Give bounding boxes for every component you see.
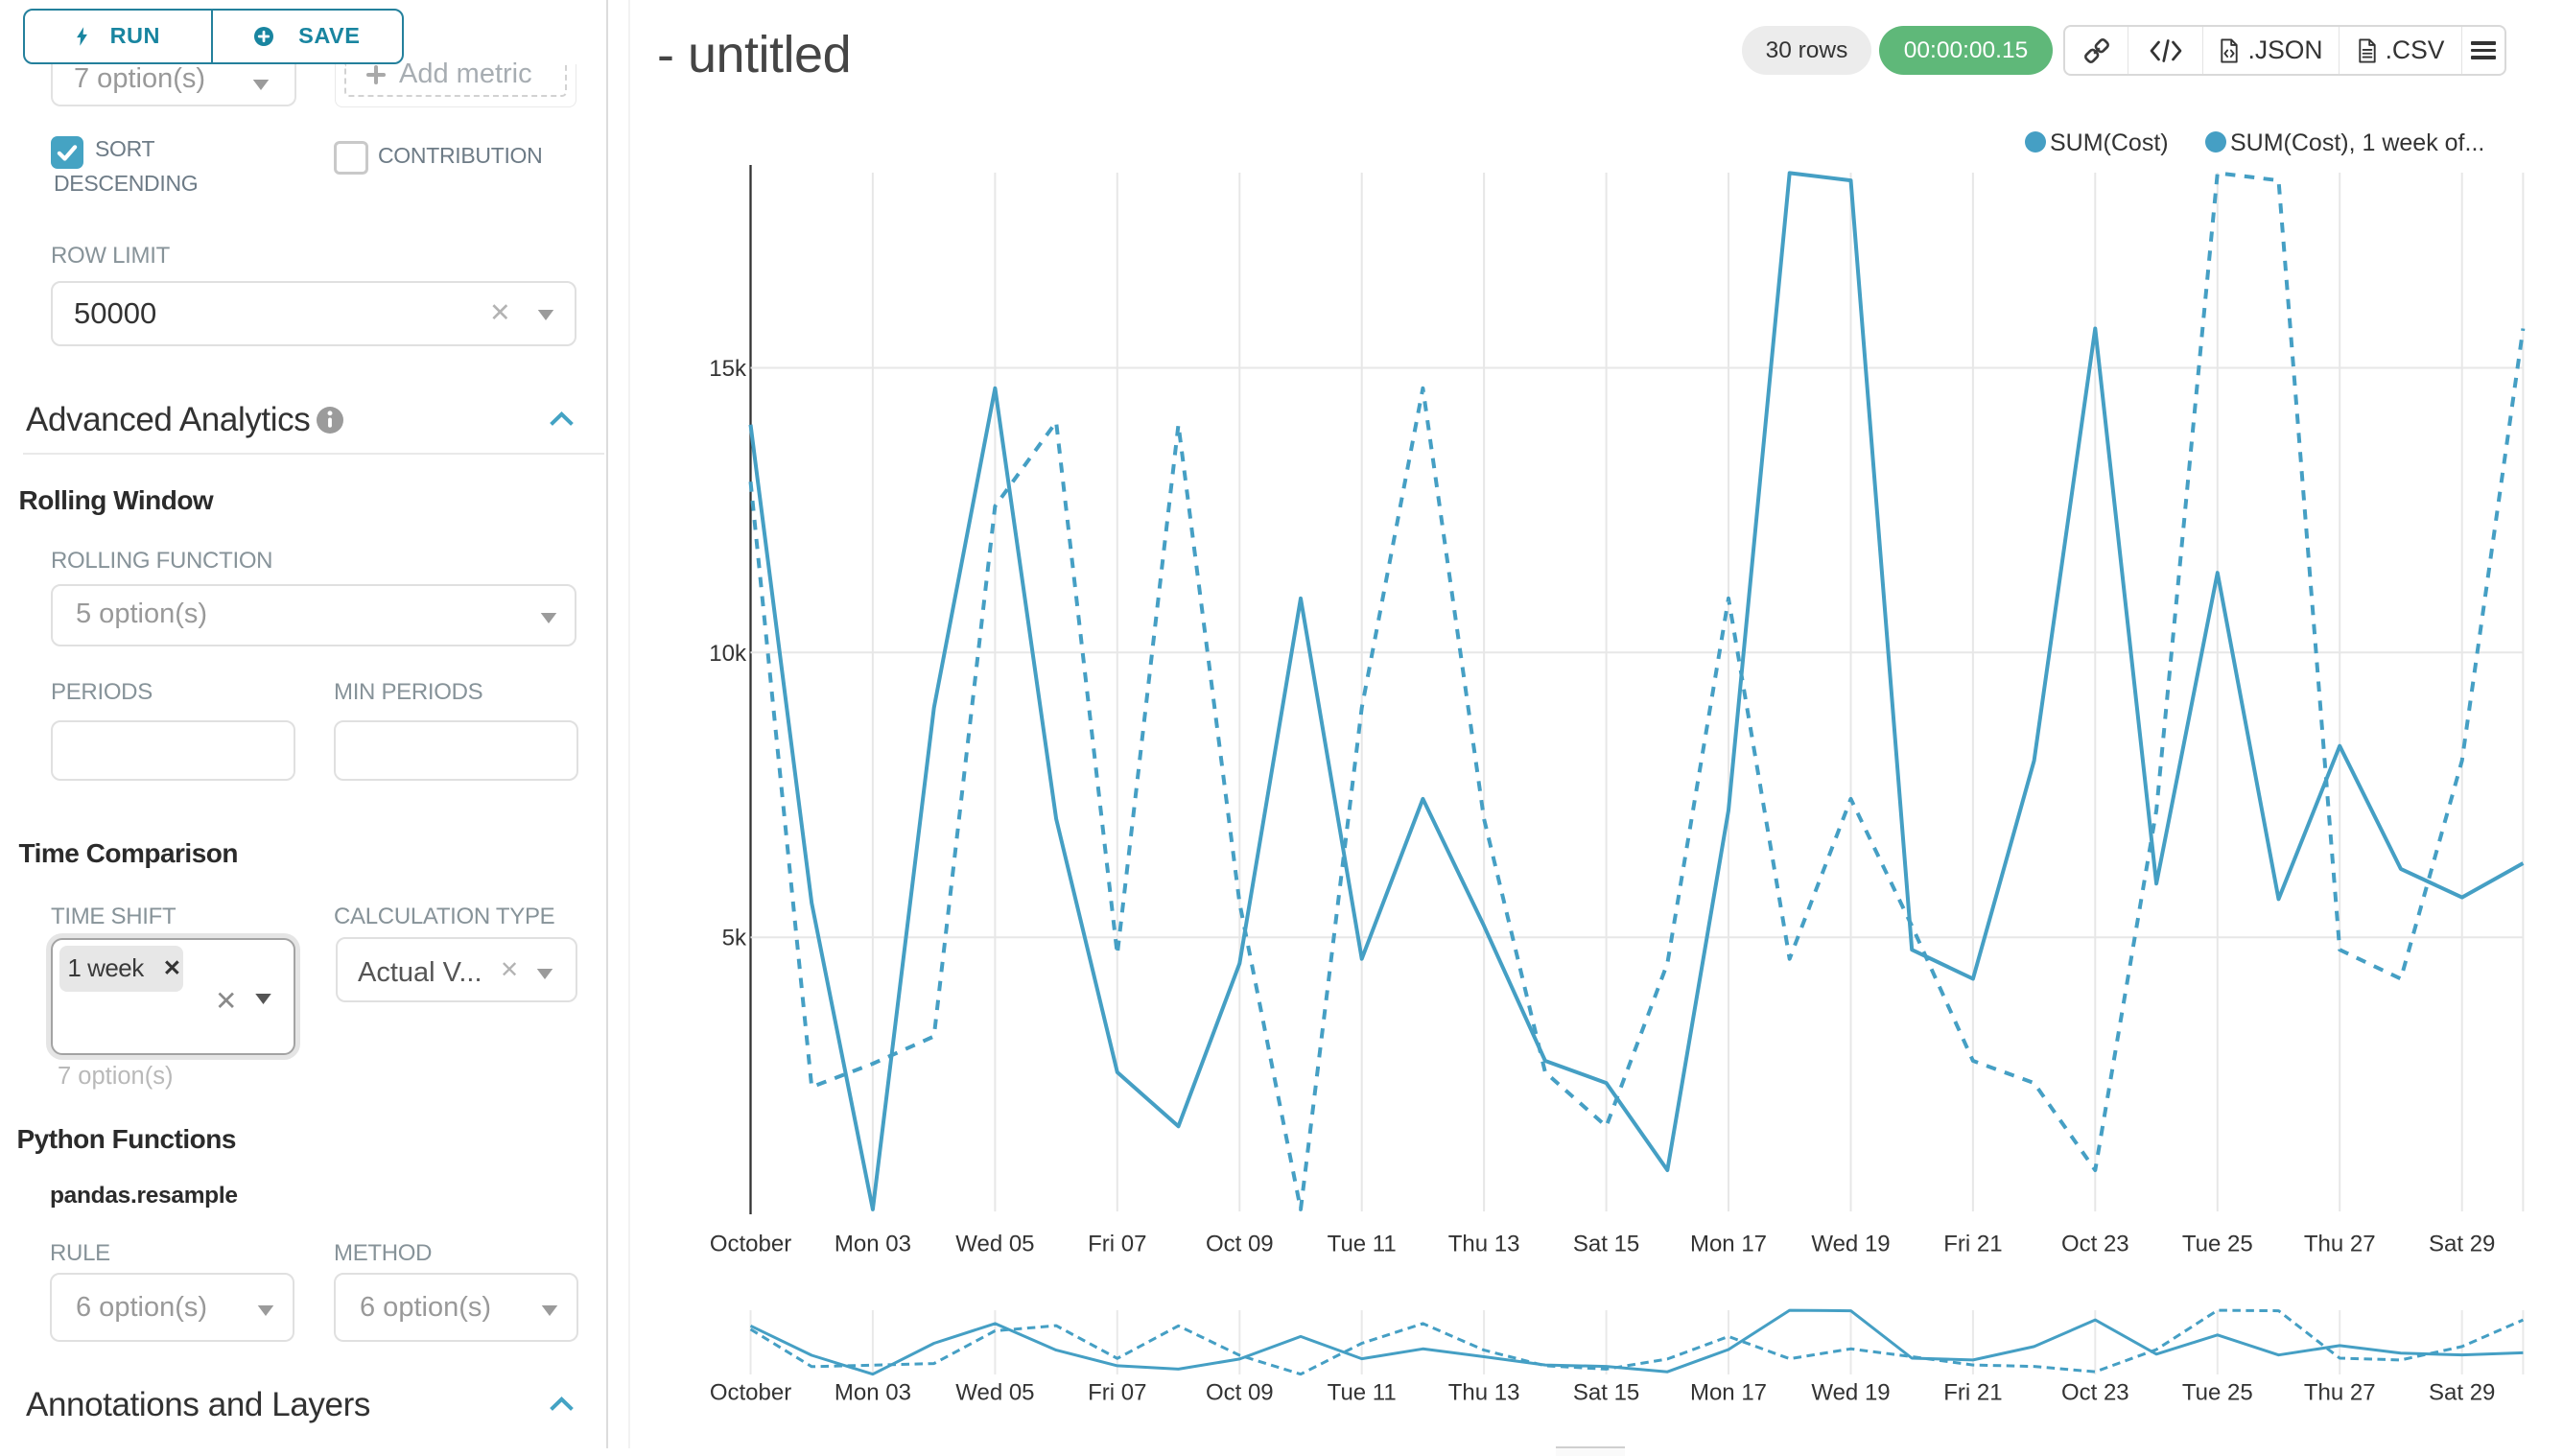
svg-text:Thu 27: Thu 27 [2304,1232,2376,1257]
svg-text:Fri 21: Fri 21 [1943,1232,2002,1257]
svg-text:Wed 05: Wed 05 [955,1232,1034,1257]
svg-text:Tue 25: Tue 25 [2182,1380,2253,1406]
svg-text:Mon 17: Mon 17 [1690,1380,1767,1406]
svg-text:Fri 07: Fri 07 [1088,1232,1146,1257]
svg-text:Thu 13: Thu 13 [1448,1232,1520,1257]
svg-text:Wed 05: Wed 05 [955,1380,1034,1406]
svg-text:Tue 11: Tue 11 [1328,1380,1397,1406]
svg-text:Thu 13: Thu 13 [1448,1380,1520,1406]
svg-text:October: October [710,1380,791,1406]
svg-text:Tue 25: Tue 25 [2182,1232,2253,1257]
svg-text:Sat 29: Sat 29 [2429,1380,2495,1406]
svg-text:5k: 5k [722,926,747,951]
svg-text:Sat 15: Sat 15 [1573,1232,1639,1257]
svg-text:Tue 11: Tue 11 [1328,1232,1397,1257]
svg-text:Mon 03: Mon 03 [835,1380,911,1406]
svg-text:Wed 19: Wed 19 [1811,1380,1890,1406]
svg-text:Thu 27: Thu 27 [2304,1380,2376,1406]
svg-text:SUM(Cost): SUM(Cost) [2050,129,2169,156]
svg-text:10k: 10k [709,641,747,667]
svg-text:Wed 19: Wed 19 [1811,1232,1890,1257]
svg-text:Fri 07: Fri 07 [1088,1380,1146,1406]
svg-text:Oct 09: Oct 09 [1206,1232,1274,1257]
svg-text:Sat 29: Sat 29 [2429,1232,2495,1257]
svg-text:15k: 15k [709,356,747,382]
svg-text:Mon 03: Mon 03 [835,1232,911,1257]
svg-text:Fri 21: Fri 21 [1943,1380,2002,1406]
svg-text:SUM(Cost), 1 week of...: SUM(Cost), 1 week of... [2230,129,2484,156]
svg-text:Oct 09: Oct 09 [1206,1380,1274,1406]
svg-text:Oct 23: Oct 23 [2061,1380,2129,1406]
svg-text:October: October [710,1232,791,1257]
svg-text:Oct 23: Oct 23 [2061,1232,2129,1257]
svg-text:Mon 17: Mon 17 [1690,1232,1767,1257]
svg-text:Sat 15: Sat 15 [1573,1380,1639,1406]
